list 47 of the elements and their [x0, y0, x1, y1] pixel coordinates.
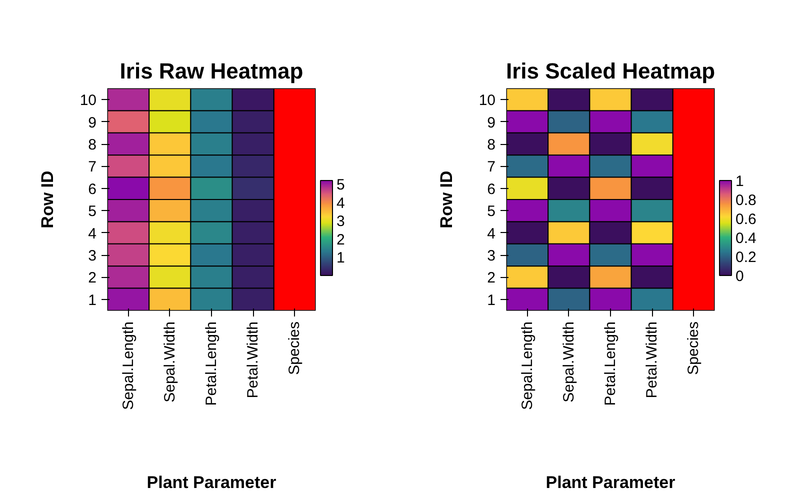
- y-tick-label: 1: [487, 292, 496, 309]
- y-tick-label: 7: [487, 158, 496, 176]
- y-tick-label: 6: [487, 180, 496, 198]
- y-tick-label: 5: [487, 203, 496, 220]
- y-tick-label: 10: [80, 92, 97, 110]
- y-tick-label: 4: [88, 225, 96, 242]
- x-tick-label: Sepal.Width: [560, 322, 578, 402]
- y-tick-label: 3: [88, 248, 96, 264]
- y-tick-label: 2: [88, 270, 96, 287]
- chart-title: Iris Raw Heatmap: [120, 58, 304, 84]
- color-bar-label: 1: [736, 173, 744, 190]
- y-tick-label: 8: [88, 136, 96, 154]
- chart-title: Iris Scaled Heatmap: [506, 58, 716, 84]
- color-bar-label: 0.6: [736, 211, 756, 228]
- y-axis-title: Row ID: [38, 170, 57, 228]
- x-tick-label: Species: [286, 321, 304, 375]
- color-bar-label: 4: [336, 194, 345, 212]
- color-bar-label: 0.8: [736, 192, 756, 209]
- x-tick-label: Species: [685, 321, 702, 375]
- color-bar-label: 2: [336, 231, 345, 248]
- y-tick-label: 5: [88, 203, 96, 220]
- y-tick-label: 3: [487, 248, 496, 264]
- y-tick-label: 9: [487, 114, 496, 132]
- x-axis-title: Plant Parameter: [146, 472, 277, 492]
- y-tick-label: 9: [88, 114, 96, 132]
- y-tick-label: 1: [88, 292, 96, 309]
- y-tick-label: 10: [478, 92, 496, 110]
- color-bar-label: 0.2: [736, 249, 756, 266]
- y-tick-label: 2: [487, 270, 496, 287]
- color-bar-label: 0.4: [736, 230, 756, 247]
- color-bar-label: 1: [336, 250, 345, 267]
- x-tick-label: Sepal.Length: [518, 321, 536, 410]
- y-tick-label: 4: [487, 225, 496, 242]
- color-bar-label: 0: [736, 268, 744, 285]
- x-tick-label: Sepal.Length: [120, 321, 137, 410]
- x-tick-label: Petal.Length: [602, 321, 619, 406]
- x-tick-label: Sepal.Width: [161, 322, 178, 402]
- y-tick-label: 6: [88, 180, 96, 198]
- x-tick-label: Petal.Length: [203, 321, 220, 406]
- y-axis-title: Row ID: [436, 170, 456, 228]
- x-axis-title: Plant Parameter: [546, 472, 676, 492]
- y-tick-label: 7: [88, 158, 96, 176]
- color-bar-label: 5: [336, 176, 345, 194]
- x-tick-label: Petal.Width: [644, 321, 661, 398]
- x-tick-label: Petal.Width: [244, 321, 262, 398]
- color-bar-label: 3: [336, 213, 345, 230]
- y-tick-label: 8: [487, 136, 496, 154]
